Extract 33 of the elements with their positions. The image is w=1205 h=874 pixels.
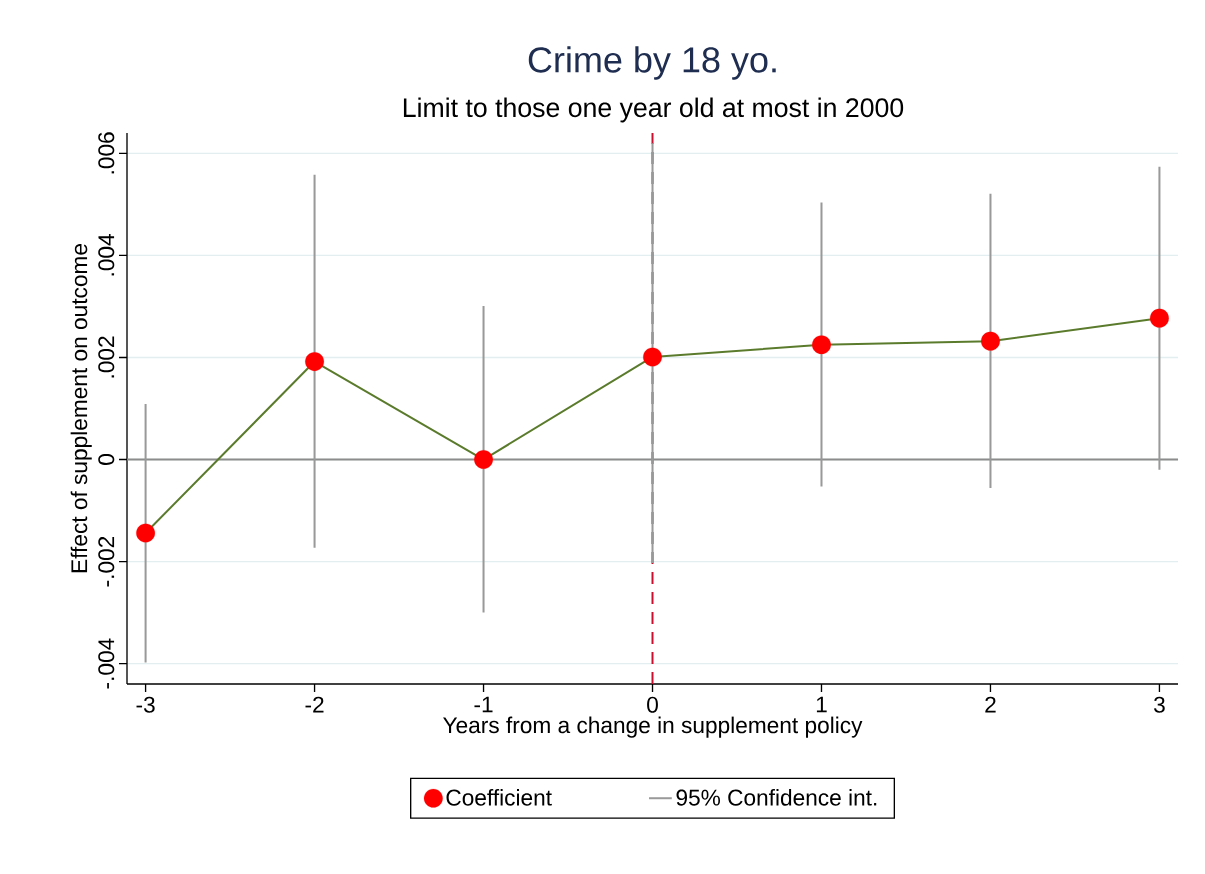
- y-axis-title: Effect of supplement on outcome: [70, 244, 92, 573]
- point: [812, 335, 831, 355]
- point: [136, 523, 155, 543]
- y-tick-label: -.004: [98, 638, 115, 689]
- x-tick-label: 2: [985, 696, 996, 713]
- x-tick-label: -1: [474, 696, 493, 713]
- point: [1150, 308, 1169, 328]
- x-tick-label: -3: [136, 696, 155, 713]
- x-tick-label: 3: [1153, 696, 1165, 713]
- bar: [144, 403, 147, 663]
- bar: [651, 143, 654, 564]
- bar: [313, 174, 316, 548]
- y-tick-label: 0: [98, 454, 115, 465]
- y-tick-label: .004: [98, 234, 115, 276]
- legend-label: Coefficient: [446, 789, 552, 806]
- x-tick-label: -2: [305, 696, 324, 713]
- x-tick-label: 0: [647, 696, 658, 713]
- y-tick-label: -.002: [98, 536, 115, 587]
- bar: [1158, 166, 1161, 470]
- legend-label: 95% Confidence int.: [676, 789, 877, 806]
- chart-title: Crime by 18 yo.: [528, 46, 776, 80]
- chart-subtitle: Limit to those one year old at most in 2000: [403, 97, 904, 123]
- x-tick-label: 1: [816, 696, 827, 713]
- point: [305, 352, 324, 371]
- point: [643, 347, 662, 367]
- y-tick-label: .006: [98, 132, 115, 174]
- y-tick-label: .002: [98, 336, 115, 378]
- point: [981, 331, 1000, 351]
- x-axis-title: Years from a change in supplement policy: [443, 716, 863, 738]
- bar: [482, 305, 485, 613]
- bar: [820, 202, 823, 487]
- point: [474, 450, 493, 469]
- bar: [989, 193, 992, 489]
